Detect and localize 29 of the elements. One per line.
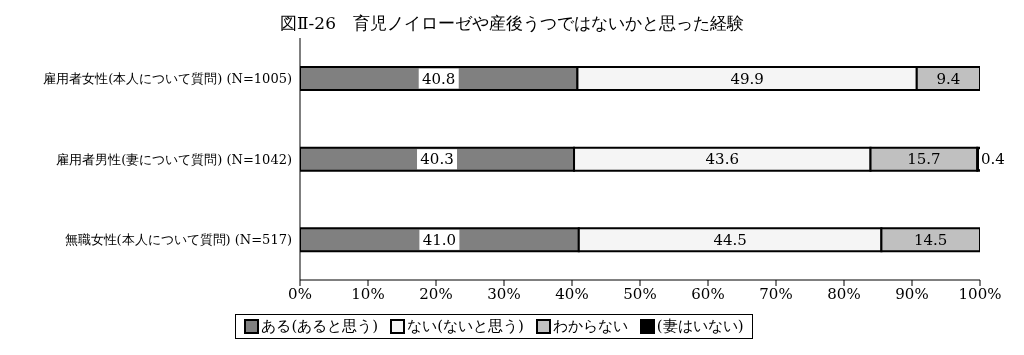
x-tick-label: 10% [351, 284, 385, 303]
x-tick-label: 0% [288, 284, 312, 303]
y-tick-label: 無職女性(本人について質問) (N=517) [64, 232, 292, 248]
x-tick-label: 60% [691, 284, 725, 303]
x-tick-label: 50% [623, 284, 657, 303]
data-label: 40.8 [422, 69, 456, 88]
data-label: 9.4 [936, 69, 961, 88]
x-tick-label: 70% [759, 284, 793, 303]
data-label: 44.5 [713, 231, 747, 250]
data-label: 14.5 [914, 231, 948, 250]
legend-label: ない(ないと思う) [406, 317, 524, 336]
data-label: 41.0 [422, 231, 457, 250]
y-tick-label: 雇用者女性(本人について質問) (N=1005) [43, 70, 292, 86]
y-tick-label: 雇用者男性(妻について質問) (N=1042) [56, 151, 292, 167]
data-label: 15.7 [907, 150, 941, 169]
x-tick-label: 20% [419, 284, 453, 303]
x-tick-label: 80% [827, 284, 861, 303]
x-tick-label: 100% [958, 284, 1002, 303]
x-tick-label: 40% [555, 284, 589, 303]
data-label: 43.6 [705, 150, 739, 169]
chart-title: 図Ⅱ-26 育児ノイローゼや産後うつではないかと思った経験 [279, 12, 745, 35]
x-tick-label: 30% [487, 284, 521, 303]
data-label: 0.4 [981, 150, 1005, 169]
data-label: 40.3 [420, 150, 454, 169]
legend-label: わからない [551, 317, 628, 336]
x-tick-label: 90% [895, 284, 929, 303]
legend-label: (妻はいない) [655, 317, 744, 336]
data-label: 49.9 [730, 69, 764, 88]
legend-label: ある(あると思う) [260, 317, 379, 336]
